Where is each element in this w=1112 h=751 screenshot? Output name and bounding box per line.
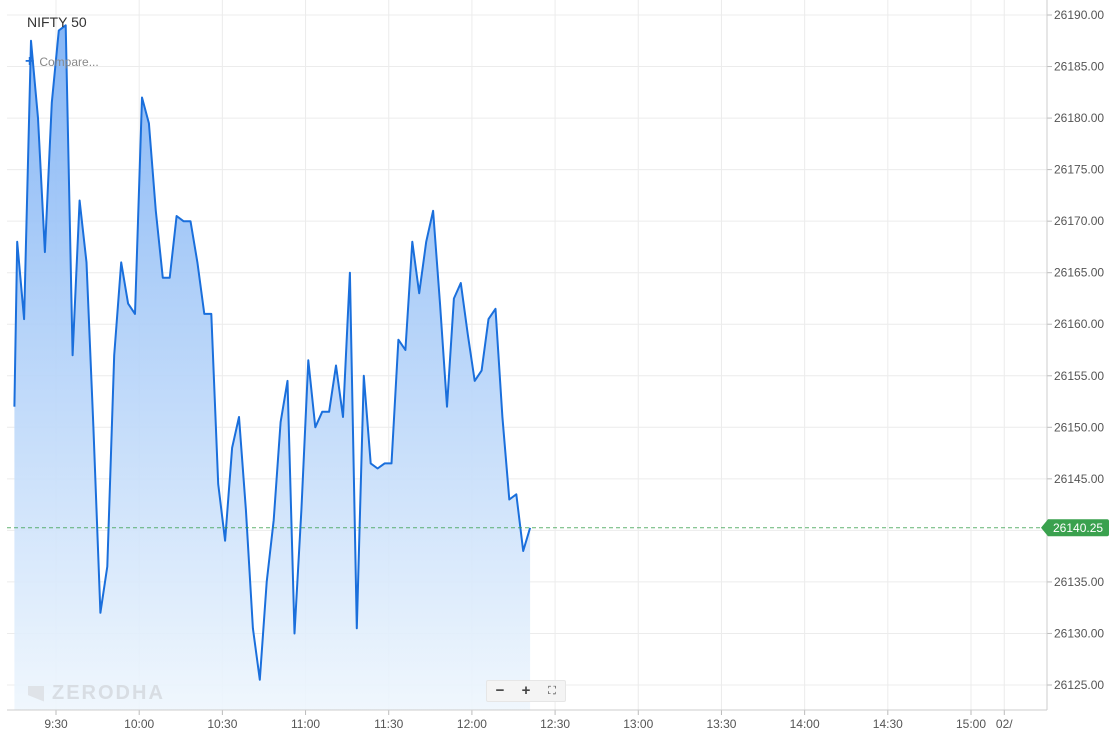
x-tick-label: 15:00 [956, 717, 986, 731]
y-tick-label: 26190.00 [1054, 8, 1104, 22]
y-tick-label: 26175.00 [1054, 163, 1104, 177]
x-tick-label: 02/ [996, 717, 1013, 731]
x-tick-label: 9:30 [44, 717, 68, 731]
x-tick-label: 11:30 [374, 717, 403, 731]
x-tick-label: 13:00 [623, 717, 653, 731]
price-area [13, 24, 532, 711]
watermark-text: ZERODHA [52, 682, 165, 704]
x-tick-label: 12:00 [457, 717, 487, 731]
y-tick-label: 26130.00 [1054, 626, 1104, 640]
y-tick-label: 26160.00 [1054, 317, 1104, 331]
y-tick-label: 26170.00 [1054, 214, 1104, 228]
x-tick-label: 11:00 [291, 717, 320, 731]
zerodha-logo-icon [28, 685, 44, 702]
compare-button[interactable]: + Compare... [25, 53, 99, 70]
x-tick-label: 10:00 [124, 717, 154, 731]
x-tick-label: 10:30 [207, 717, 237, 731]
y-tick-label: 26155.00 [1054, 369, 1104, 383]
y-tick-label: 26185.00 [1054, 60, 1104, 74]
plus-icon: + [25, 53, 35, 70]
zerodha-watermark: ZERODHA [28, 682, 165, 705]
fit-screen-icon[interactable]: ⛶ [548, 685, 556, 697]
price-area-fill [14, 25, 531, 711]
current-price-label: 26140.25 [1053, 521, 1103, 535]
zoom-controls: − + ⛶ [486, 680, 566, 702]
x-tick-label: 12:30 [540, 717, 570, 731]
current-price-tag [1041, 519, 1109, 537]
x-tick-label: 14:00 [790, 717, 820, 731]
y-tick-label: 26180.00 [1054, 111, 1104, 125]
x-tick-label: 14:30 [873, 717, 903, 731]
compare-label: Compare... [39, 55, 99, 69]
y-tick-label: 26165.00 [1054, 266, 1104, 280]
current-price-marker: 26140.25 [7, 519, 1109, 537]
y-tick-label: 26135.00 [1054, 575, 1104, 589]
time-axis: 9:30 10:00 10:30 11:00 11:30 12:00 12:30 13:00 1… [7, 709, 1047, 731]
y-tick-label: 26145.00 [1054, 472, 1104, 486]
price-axis: 26190.00 26185.00 26180.00 26175.00 26170.00… [1046, 0, 1104, 710]
y-tick-label: 26125.00 [1054, 678, 1104, 692]
price-line [13, 24, 532, 681]
zoom-in-button[interactable]: + [521, 682, 531, 699]
zoom-out-button[interactable]: − [495, 682, 505, 699]
y-tick-label: 26150.00 [1054, 420, 1104, 434]
x-tick-label: 13:30 [706, 717, 736, 731]
instrument-title: NIFTY 50 [27, 14, 87, 30]
